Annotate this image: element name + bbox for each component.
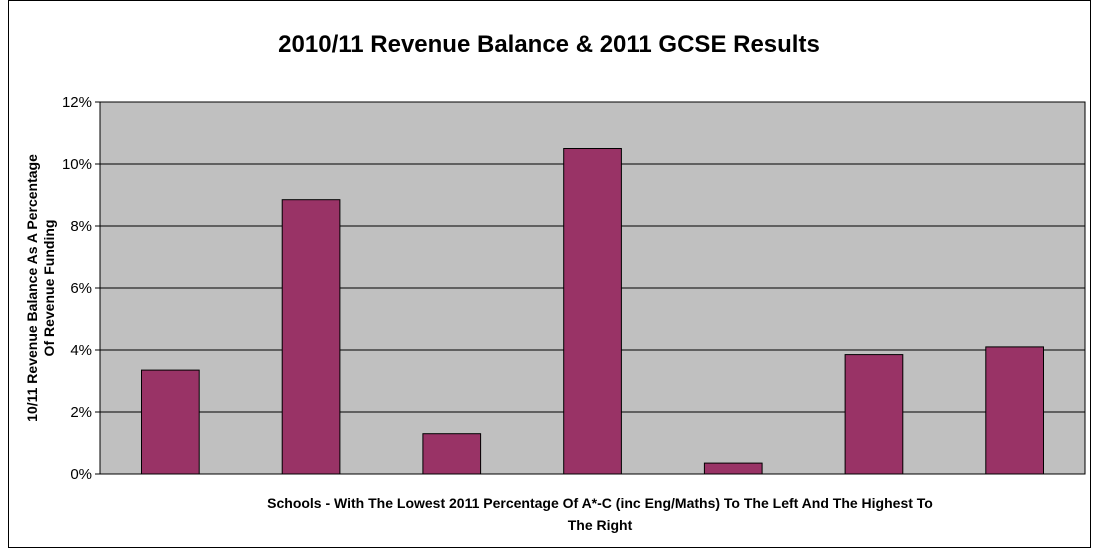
bar: [422, 433, 482, 475]
y-axis-label: 10/11 Revenue Balance As A Percentage Of…: [24, 154, 57, 422]
bar: [985, 346, 1044, 475]
y-tick-label: 10%: [62, 156, 92, 173]
chart-title: 2010/11 Revenue Balance & 2011 GCSE Resu…: [278, 31, 820, 58]
bar: [141, 369, 200, 475]
y-tick-label: 2%: [70, 404, 92, 421]
bar: [281, 199, 341, 475]
x-axis-label-line2: The Right: [568, 517, 633, 533]
y-tick-label: 4%: [70, 342, 92, 359]
y-tick-label: 8%: [70, 218, 92, 235]
y-axis-label-line2: Of Revenue Funding: [41, 220, 57, 357]
y-axis-ticks: 0% 2% 4% 6% 8% 10% 12%: [62, 94, 100, 483]
bar: [703, 462, 763, 475]
y-tick-label: 6%: [70, 280, 92, 297]
x-axis-label-line1: Schools - With The Lowest 2011 Percentag…: [267, 495, 933, 511]
y-tick-label: 12%: [62, 94, 92, 111]
bar: [563, 148, 622, 475]
y-axis-label-line1: 10/11 Revenue Balance As A Percentage: [24, 154, 40, 422]
bar: [844, 354, 904, 475]
y-tick-label: 0%: [70, 466, 92, 483]
